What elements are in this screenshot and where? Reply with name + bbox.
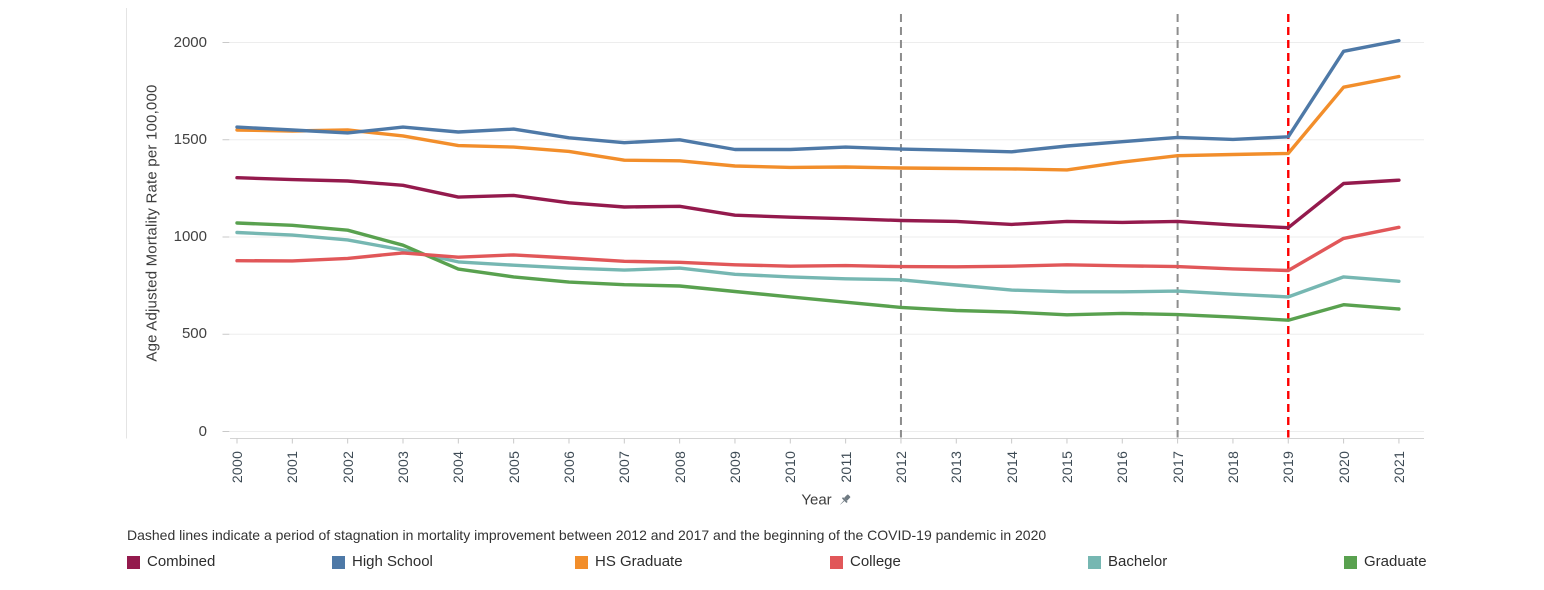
x-tick-label-2008: 2008	[671, 450, 688, 484]
x-tick-label-2012: 2012	[892, 450, 909, 484]
legend-swatch-graduate	[1344, 555, 1357, 569]
x-tick-label-2016: 2016	[1114, 450, 1131, 484]
legend-label: High School	[352, 553, 433, 570]
legend-item-combined[interactable]: Combined	[127, 553, 215, 571]
x-tick-label-2009: 2009	[726, 450, 743, 484]
series-line-combined[interactable]	[235, 175, 1401, 230]
x-tick-label-2021: 2021	[1390, 450, 1407, 484]
chart-caption: Dashed lines indicate a period of stagna…	[127, 527, 1047, 543]
y-tick-label-1000: 1000	[173, 228, 207, 245]
legend-label: Combined	[147, 553, 216, 570]
x-tick-label-2010: 2010	[782, 450, 799, 484]
legend-label: Graduate	[1364, 553, 1427, 570]
legend-swatch-hs-graduate	[575, 555, 588, 569]
series-line-hs-graduate[interactable]	[235, 74, 1401, 172]
x-tick-label-2017: 2017	[1169, 450, 1186, 484]
pin-icon[interactable]	[838, 493, 853, 508]
series-line-graduate[interactable]	[235, 221, 1401, 322]
x-tick-label-2007: 2007	[616, 450, 633, 484]
x-tick-label-2005: 2005	[505, 450, 522, 484]
x-tick-label-2015: 2015	[1058, 450, 1075, 484]
x-tick-label-2011: 2011	[837, 451, 854, 483]
x-tick-label-2019: 2019	[1280, 450, 1297, 484]
legend-swatch-combined	[127, 555, 140, 569]
legend-item-bachelor[interactable]: Bachelor	[1088, 553, 1167, 571]
legend-item-college[interactable]: College	[830, 553, 901, 571]
y-tick-label-0: 0	[198, 422, 207, 440]
y-tick-label-2000: 2000	[173, 33, 207, 51]
legend-label: College	[850, 553, 901, 570]
x-axis-title-label: Year	[801, 491, 832, 509]
x-tick-label-2004: 2004	[450, 450, 467, 484]
legend-label: Bachelor	[1108, 553, 1168, 570]
y-axis-title: Age Adjusted Mortality Rate per 100,000	[143, 84, 161, 362]
legend-label: HS Graduate	[595, 553, 683, 570]
legend-item-hs-graduate[interactable]: HS Graduate	[575, 553, 683, 571]
series-line-high-school[interactable]	[235, 38, 1401, 154]
legend-item-graduate[interactable]: Graduate	[1344, 553, 1427, 571]
y-tick-label-1500: 1500	[173, 130, 207, 148]
legend-item-high-school[interactable]: High School	[332, 553, 433, 571]
x-tick-label-2020: 2020	[1335, 450, 1352, 484]
x-tick-label-2003: 2003	[394, 450, 411, 484]
x-tick-label-2002: 2002	[339, 450, 356, 484]
x-tick-label-2001: 2001	[284, 450, 301, 484]
y-tick-label-500: 500	[181, 325, 207, 343]
x-tick-label-2013: 2013	[948, 450, 965, 484]
x-axis-title: Year	[801, 492, 852, 509]
x-tick-label-2000: 2000	[229, 450, 245, 484]
legend-swatch-high-school	[332, 555, 345, 569]
x-tick-label-2018: 2018	[1224, 450, 1241, 484]
legend-swatch-college	[830, 555, 843, 569]
x-tick-label-2006: 2006	[560, 450, 577, 484]
series-line-college[interactable]	[235, 225, 1401, 273]
legend-swatch-bachelor	[1088, 555, 1101, 569]
x-tick-label-2014: 2014	[1003, 450, 1020, 484]
